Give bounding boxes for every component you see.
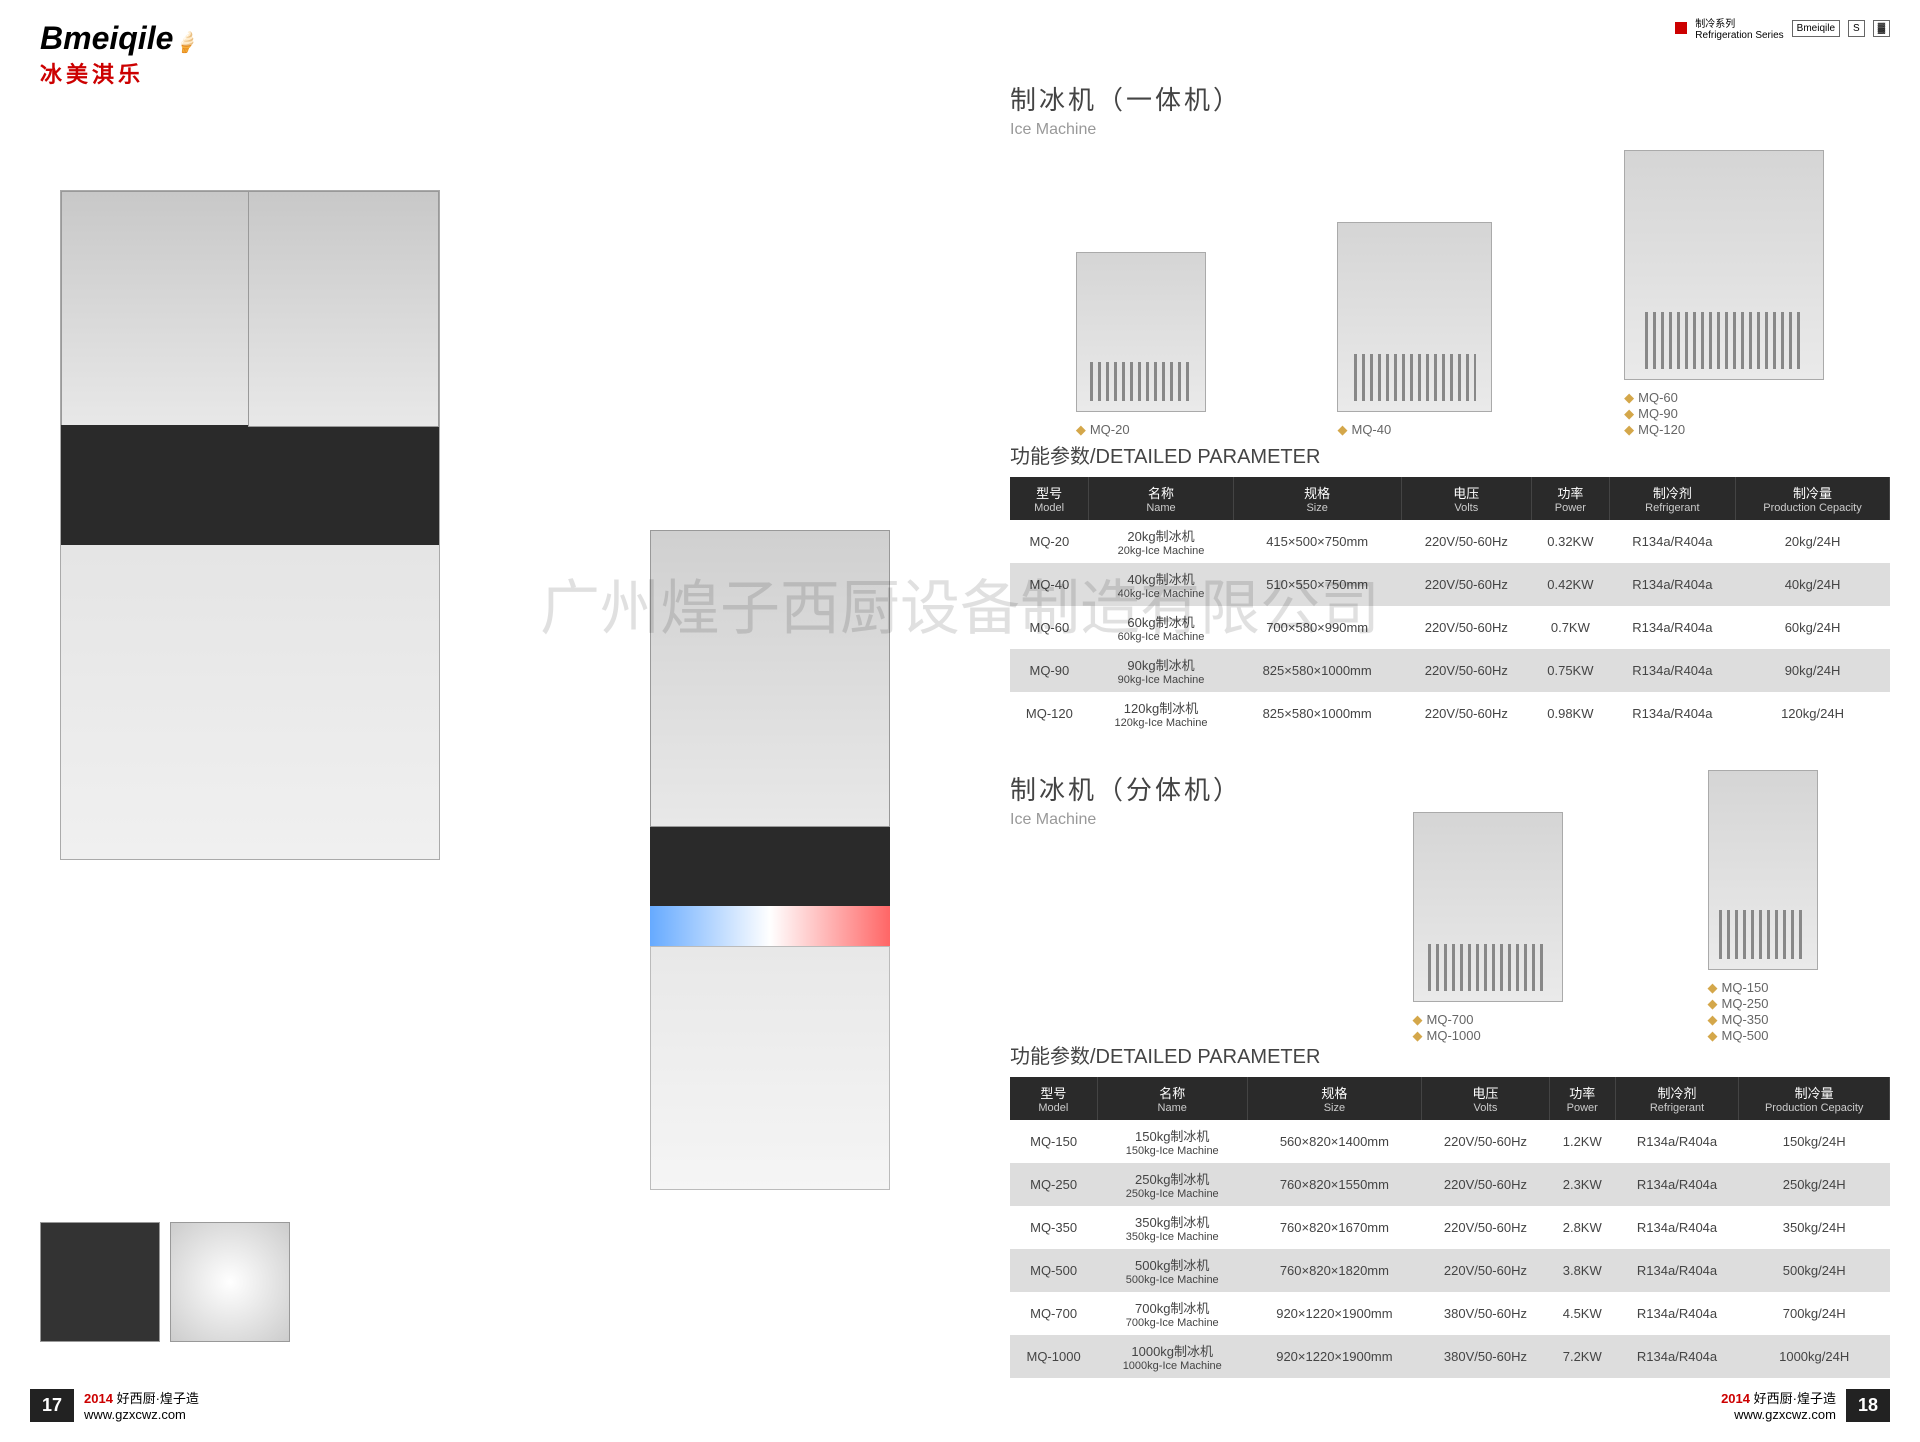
table-header: 规格Size	[1233, 477, 1401, 520]
table-header: 制冷剂Refrigerant	[1609, 477, 1735, 520]
table-row: MQ-9090kg制冰机90kg-Ice Machine825×580×1000…	[1010, 649, 1890, 692]
section-2-title: 制冰机（分体机）	[1010, 770, 1242, 807]
thumbnail-2	[170, 1222, 290, 1342]
table-header: 功率Power	[1532, 477, 1610, 520]
tall-ice-machine-image	[650, 530, 890, 1190]
table-row: MQ-10001000kg制冰机1000kg-Ice Machine920×12…	[1010, 1335, 1890, 1378]
parameter-table-1: 型号Model名称Name规格Size电压Volts功率Power制冷剂Refr…	[1010, 477, 1890, 735]
parameter-table-2: 型号Model名称Name规格Size电压Volts功率Power制冷剂Refr…	[1010, 1077, 1890, 1378]
header-badges: 制冷系列Refrigeration Series BmeiqileS▓	[1675, 15, 1890, 41]
product-item: ◆MQ-40	[1337, 222, 1492, 438]
large-ice-machine-image	[60, 190, 440, 860]
table-row: MQ-120120kg制冰机120kg-Ice Machine825×580×1…	[1010, 692, 1890, 735]
table-row: MQ-4040kg制冰机40kg-Ice Machine510×550×750m…	[1010, 563, 1890, 606]
table-header: 制冷量Production Cepacity	[1739, 1077, 1890, 1120]
table-header: 功率Power	[1549, 1077, 1615, 1120]
table-header: 电压Volts	[1422, 1077, 1550, 1120]
section-1-subtitle: Ice Machine	[1010, 121, 1242, 139]
footer-left: 17 2014 好西厨·煌子造www.gzxcwz.com	[30, 1388, 199, 1422]
table-row: MQ-500500kg制冰机500kg-Ice Machine760×820×1…	[1010, 1249, 1890, 1292]
product-item: ◆MQ-20	[1076, 252, 1206, 438]
table-header: 规格Size	[1247, 1077, 1421, 1120]
table-header: 制冷量Production Cepacity	[1736, 477, 1890, 520]
table-1-title: 功能参数/DETAILED PARAMETER	[1010, 440, 1890, 469]
product-item: ◆MQ-700◆MQ-1000	[1413, 812, 1563, 1044]
table-row: MQ-700700kg制冰机700kg-Ice Machine920×1220×…	[1010, 1292, 1890, 1335]
table-header: 名称Name	[1089, 477, 1234, 520]
section-1-title: 制冰机（一体机）	[1010, 80, 1242, 117]
table-header: 名称Name	[1097, 1077, 1247, 1120]
table-row: MQ-150150kg制冰机150kg-Ice Machine560×820×1…	[1010, 1120, 1890, 1163]
table-header: 型号Model	[1010, 1077, 1097, 1120]
table-2-title: 功能参数/DETAILED PARAMETER	[1010, 1040, 1890, 1069]
table-row: MQ-250250kg制冰机250kg-Ice Machine760×820×1…	[1010, 1163, 1890, 1206]
section-2-subtitle: Ice Machine	[1010, 811, 1242, 829]
table-header: 电压Volts	[1401, 477, 1531, 520]
table-row: MQ-6060kg制冰机60kg-Ice Machine700×580×990m…	[1010, 606, 1890, 649]
thumbnail-1	[40, 1222, 160, 1342]
product-item: ◆MQ-150◆MQ-250◆MQ-350◆MQ-500	[1708, 770, 1818, 1044]
footer-right: 2014 好西厨·煌子造www.gzxcwz.com 18	[1721, 1388, 1890, 1422]
brand-logo: Bmeiqile🍦 冰美淇乐	[40, 20, 198, 89]
table-header: 型号Model	[1010, 477, 1089, 520]
table-row: MQ-2020kg制冰机20kg-Ice Machine415×500×750m…	[1010, 520, 1890, 563]
table-row: MQ-350350kg制冰机350kg-Ice Machine760×820×1…	[1010, 1206, 1890, 1249]
table-header: 制冷剂Refrigerant	[1615, 1077, 1739, 1120]
product-item: ◆MQ-60◆MQ-90◆MQ-120	[1624, 150, 1824, 438]
